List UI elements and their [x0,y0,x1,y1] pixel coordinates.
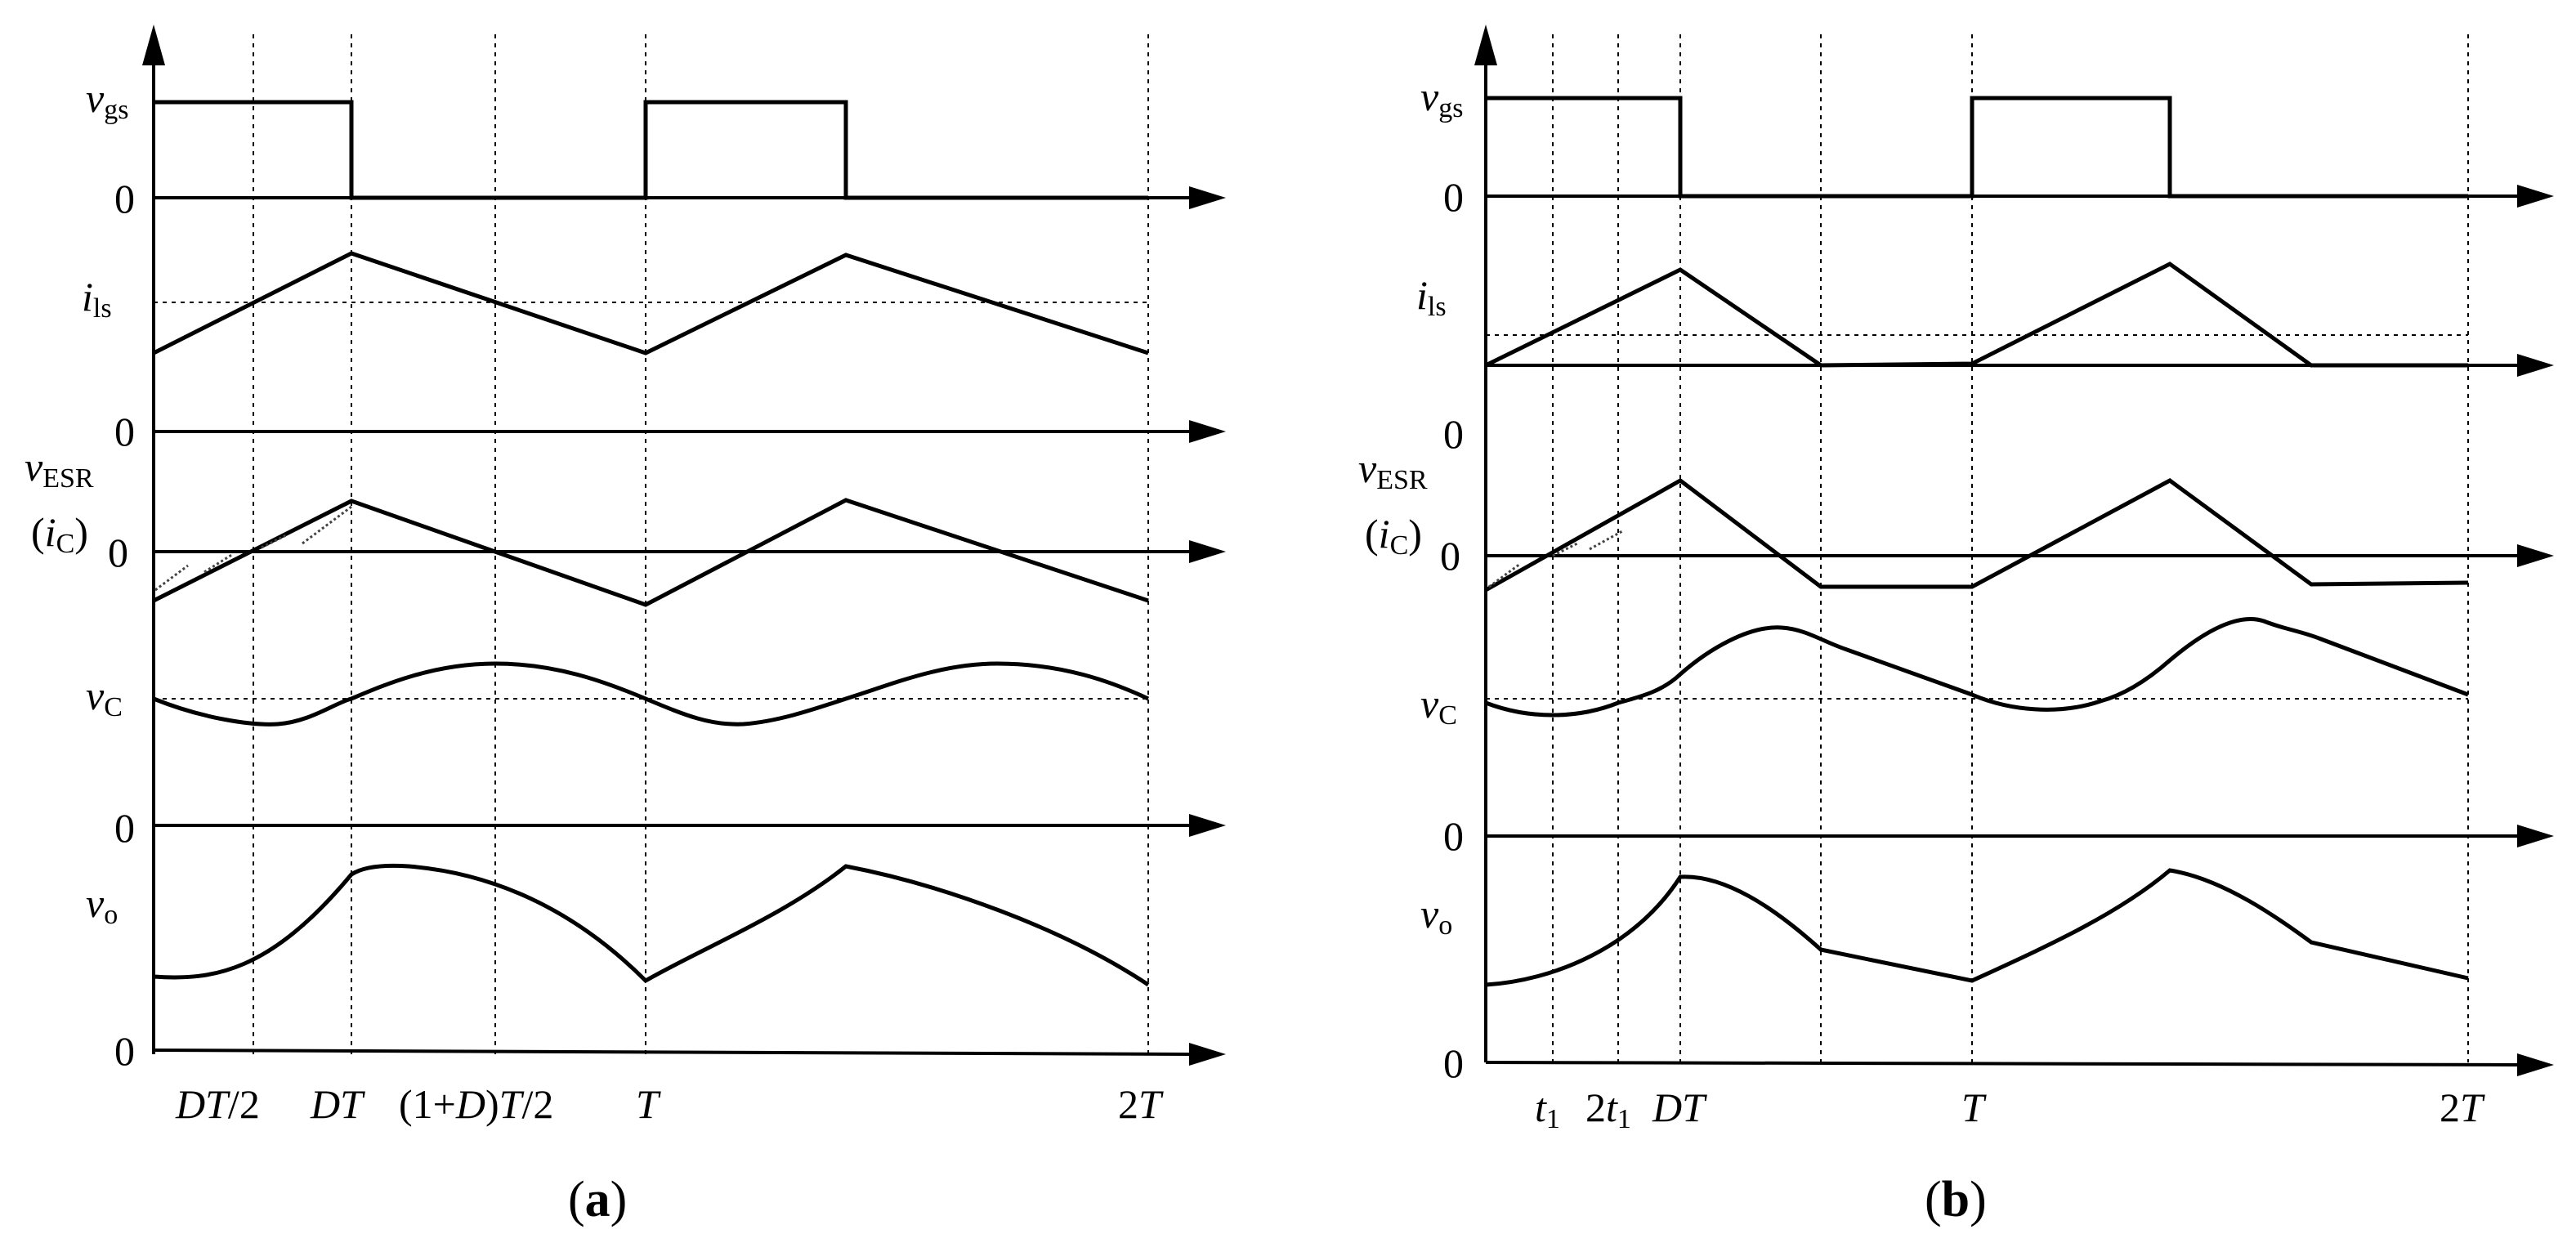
axis-vo-zero [1485,1061,2518,1066]
panel-b-caption: (b) [1925,1172,1987,1227]
label-t: T [1961,1084,1987,1130]
panel-b-x-axes [1485,185,2554,1076]
panel-a-y-labels: vgs 0 ils 0 vESR (iC) 0 vC 0 vo 0 [25,75,135,1074]
ils-waveform [1484,262,2468,368]
label-zero-vc: 0 [1443,813,1464,859]
label-ils: ils [1416,272,1447,322]
label-zero-ils: 0 [1443,411,1464,457]
label-vesr: vESR [1358,445,1428,495]
panel-b-esr-hatch [1488,530,1623,588]
label-t: T [636,1081,661,1127]
panel-b-waveforms [1484,96,2469,987]
panel-b-y-labels: vgs 0 ils 0 vESR (iC) 0 vC 0 vo 0 [1358,74,1464,1086]
label-2t: 2T [2440,1084,2485,1130]
vc-waveform [1485,616,2469,718]
label-zero-vesr: 0 [1440,533,1460,579]
ils-waveform [152,251,1149,355]
panel-a-waveforms [152,100,1150,987]
label-2t: 2T [1118,1081,1164,1127]
panel-b-y-axis [1474,25,1497,1062]
panel-a-x-axes [153,186,1226,1066]
panel-a-caption: (a) [568,1172,627,1227]
panel-a-x-labels: DT/2 DT (1+D)T/2 T 2T [175,1081,1164,1127]
label-vo: vo [1420,891,1452,941]
label-one-plus-d-half: (1+D)T/2 [399,1081,553,1127]
label-dt: DT [310,1081,365,1127]
label-ils: ils [82,274,112,324]
arrow-head [2517,825,2554,847]
label-vgs: vgs [1420,74,1463,123]
label-zero-vesr: 0 [108,530,128,575]
axis-vo-zero [153,1049,1190,1056]
label-zero-vo: 0 [1443,1040,1464,1086]
vc-waveform [153,661,1150,727]
vesr-waveform [1484,478,2469,592]
label-zero-vo: 0 [114,1028,135,1074]
arrow-head [1189,814,1226,837]
arrow-head [2517,185,2554,208]
arrow-head [2517,354,2554,377]
label-vc: vC [86,673,123,722]
arrow-head [2517,544,2554,567]
vo-waveform [1485,868,2469,987]
panel-b-average-lines [1486,334,2468,700]
panel-a-time-guides [253,34,1149,1054]
arrow-head [1189,1043,1226,1066]
arrow-head [2517,1053,2554,1076]
arrow-head [1189,540,1226,563]
label-zero-vgs: 0 [114,176,135,221]
label-vo: vo [86,880,118,930]
label-ic: (iC) [1365,511,1422,561]
label-t1: t1 [1535,1084,1560,1134]
vgs-waveform [154,100,1148,200]
label-dt: DT [1652,1084,1707,1130]
arrow-head [1189,186,1226,209]
label-vgs: vgs [86,75,128,125]
vgs-waveform [1486,96,2468,199]
vesr-waveform [152,498,1149,607]
label-ic: (iC) [31,509,88,559]
arrow-head [1189,420,1226,443]
panel-a-esr-hatch [154,505,352,592]
label-vesr: vESR [25,444,94,494]
label-zero-vc: 0 [114,805,135,851]
panel-b-x-labels: t1 2t1 DT T 2T [1535,1084,2485,1134]
label-2t1: 2t1 [1585,1084,1631,1134]
panel-a-average-lines [154,302,1148,700]
panel-a-y-axis [142,25,165,1054]
label-vc: vC [1420,681,1457,731]
panel-b-time-guides [1552,34,2469,1062]
panel-a: vgs 0 ils 0 vESR (iC) 0 vC 0 vo 0 DT/2 D… [25,25,1226,1227]
panel-b: vgs 0 ils 0 vESR (iC) 0 vC 0 vo 0 t1 2t1… [1358,25,2554,1227]
label-dt-half: DT/2 [175,1081,260,1127]
vo-waveform [153,863,1150,987]
label-zero-vgs: 0 [1443,174,1464,220]
label-zero-ils: 0 [114,409,135,454]
